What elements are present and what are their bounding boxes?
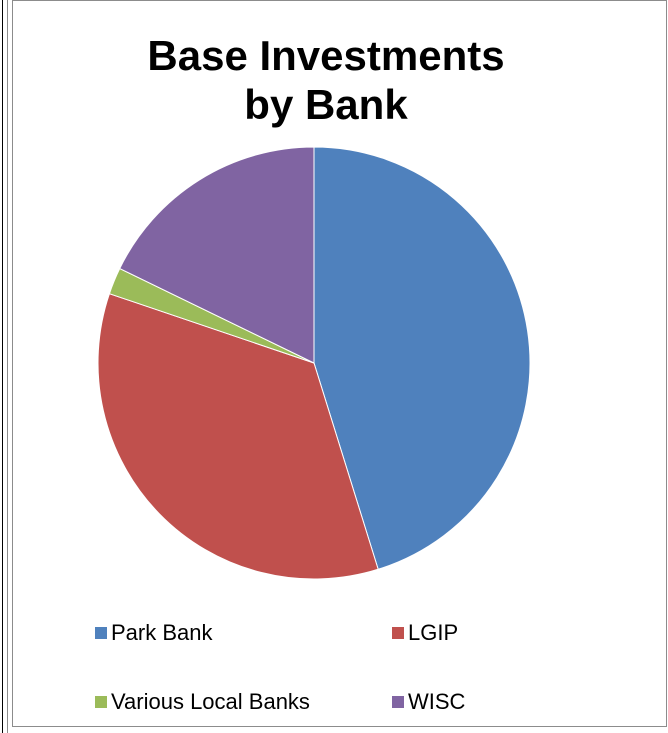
pie-slice-wisc (119, 146, 315, 364)
legend-label-wisc: WISC (408, 689, 466, 714)
legend-item-wisc: WISC (392, 689, 465, 715)
legend-swatch-wisc (392, 696, 404, 708)
legend-item-lgip: LGIP (392, 620, 458, 646)
frame-left-border-inner (7, 0, 8, 733)
chart-title: Base Investments by Bank (13, 31, 639, 129)
legend-label-park-bank: Park Bank (111, 620, 213, 645)
legend-swatch-park-bank (95, 627, 107, 639)
chart-title-line-1: Base Investments (147, 32, 505, 79)
pie-slice-lgip (97, 293, 379, 580)
legend-label-lgip: LGIP (408, 620, 459, 645)
chart-area: Base Investments by Bank Park Bank LGIP … (12, 0, 667, 727)
pie-chart (97, 146, 531, 580)
chart-title-line-2: by Bank (244, 81, 408, 128)
legend-item-park-bank: Park Bank (95, 620, 213, 646)
pie-slice-park-bank (313, 146, 531, 570)
frame-left-border-outer (2, 0, 3, 733)
legend-label-various-local-banks: Various Local Banks (111, 689, 310, 714)
legend-swatch-various-local-banks (95, 696, 107, 708)
legend-swatch-lgip (392, 627, 404, 639)
legend-item-various-local-banks: Various Local Banks (95, 689, 310, 715)
